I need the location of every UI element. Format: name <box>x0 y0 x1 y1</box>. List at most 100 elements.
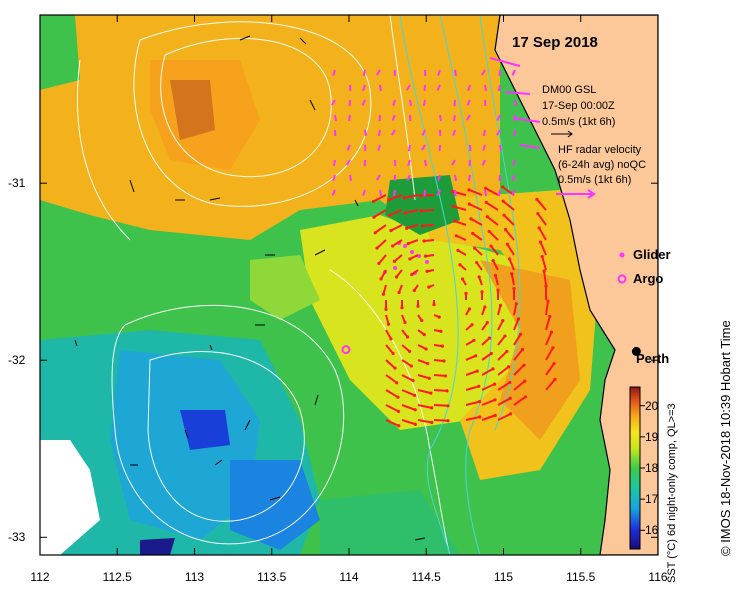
hf-arrow-head <box>389 229 392 232</box>
hf-arrow-head <box>493 383 496 386</box>
hf-arrow-head <box>469 217 472 220</box>
hf-arrow-head <box>428 377 431 380</box>
hf-arrow-head <box>535 198 538 201</box>
hf-arrow-head <box>396 396 399 399</box>
magenta-arrow <box>485 85 486 91</box>
hf-label-line3: 0.5m/s (1kt 6h) <box>558 174 631 186</box>
x-tick-label: 113.5 <box>257 570 286 584</box>
magenta-arrow <box>515 100 516 106</box>
y-tick-label: -33 <box>8 530 25 544</box>
x-tick-label: 112 <box>30 570 49 584</box>
hf-arrow-head <box>397 291 400 294</box>
hf-arrow-head <box>501 319 504 322</box>
magenta-arrow <box>349 115 350 121</box>
hf-arrow-head <box>444 374 447 377</box>
hf-arrow-head <box>410 273 413 276</box>
hf-arrow-head <box>485 201 488 204</box>
colorbar-tick-label: 17 <box>645 492 658 506</box>
date-title: 17 Sep 2018 <box>512 34 598 51</box>
magenta-arrow <box>380 85 381 91</box>
hf-arrow-head <box>403 321 406 324</box>
hf-arrow-head <box>439 330 442 333</box>
magenta-arrow <box>469 175 470 181</box>
hf-arrow-head <box>456 249 459 252</box>
magenta-arrow <box>485 190 486 196</box>
hf-arrow-head <box>551 346 554 349</box>
hf-arrow-head <box>461 277 464 280</box>
hf-arrow-head <box>492 259 495 262</box>
hf-arrow-head <box>416 305 419 308</box>
hf-arrow-head <box>445 389 448 392</box>
hf-arrow-head <box>468 203 471 206</box>
hf-arrow-head <box>426 362 429 365</box>
hf-arrow-head <box>442 359 445 362</box>
hf-arrow-head <box>501 185 504 188</box>
hf-arrow-head <box>453 219 456 222</box>
hf-arrow-head <box>522 364 525 367</box>
hf-arrow-head <box>472 339 475 342</box>
hf-label-line2: (6-24h avg) noQC <box>558 159 646 171</box>
magenta-arrow <box>500 145 501 151</box>
hf-arrow-head <box>393 260 396 263</box>
hf-arrow-head <box>552 362 555 365</box>
x-tick-label: 115 <box>494 570 513 584</box>
hf-arrow-head <box>393 366 396 369</box>
hf-arrow-head <box>542 270 545 273</box>
hf-arrow-head <box>512 287 515 290</box>
hf-arrow-head <box>418 194 421 197</box>
hf-arrow-head <box>509 397 512 400</box>
hf-arrow-head <box>421 224 424 227</box>
hf-arrow-head <box>471 232 474 235</box>
hf-arrow-head <box>506 243 509 246</box>
legend-glider-symbol <box>620 253 625 258</box>
hf-arrow-head <box>405 227 408 230</box>
hf-arrow-head <box>403 196 406 199</box>
hf-arrow <box>434 375 445 376</box>
hf-arrow-head <box>508 381 511 384</box>
hf-arrow-head <box>419 209 422 212</box>
hf-arrow-head <box>384 308 387 311</box>
y-tick-label: -31 <box>8 176 25 190</box>
dm-label-line2: 17-Sep 00:00Z <box>542 100 615 112</box>
magenta-arrow <box>499 85 500 91</box>
hf-arrow-head <box>517 317 520 320</box>
hf-arrow-head <box>423 333 426 336</box>
hf-arrow-head <box>413 394 416 397</box>
hf-arrow-head <box>496 289 499 292</box>
magenta-arrow <box>499 190 500 196</box>
hf-arrow-head <box>515 302 518 305</box>
hf-arrow-head <box>397 424 400 427</box>
hf-arrow-head <box>553 378 556 381</box>
hf-arrow-head <box>446 404 449 407</box>
hf-arrow-head <box>550 331 553 334</box>
hf-arrow <box>421 210 434 211</box>
hf-arrow-head <box>424 255 427 258</box>
hf-arrow-head <box>524 395 527 398</box>
hf-arrow-head <box>544 284 547 287</box>
hf-arrow-head <box>379 277 382 280</box>
hf-arrow-head <box>425 270 428 273</box>
magenta-arrow <box>335 115 336 121</box>
hf-arrow-head <box>414 423 417 426</box>
hf-arrow-head <box>490 352 493 355</box>
hf-arrow-head <box>507 365 510 368</box>
hf-arrow-head <box>391 244 394 247</box>
hf-arrow-head <box>372 216 375 219</box>
hf-arrow-head <box>483 305 486 308</box>
hf-arrow-head <box>467 188 470 191</box>
hf-arrow-head <box>422 239 425 242</box>
hf-arrow-head <box>407 242 410 245</box>
hf-arrow-head <box>451 190 454 193</box>
hf-arrow-head <box>387 198 390 201</box>
hf-arrow <box>434 420 448 421</box>
hf-arrow-head <box>536 212 539 215</box>
hf-arrow-head <box>382 293 385 296</box>
magenta-arrow <box>334 160 335 166</box>
magenta-arrow <box>394 190 395 196</box>
hf-arrow-head <box>484 187 487 190</box>
magenta-arrow <box>380 190 381 196</box>
hf-arrow-head <box>464 292 467 295</box>
x-tick-label: 114.5 <box>412 570 441 584</box>
hf-arrow-head <box>477 385 480 388</box>
